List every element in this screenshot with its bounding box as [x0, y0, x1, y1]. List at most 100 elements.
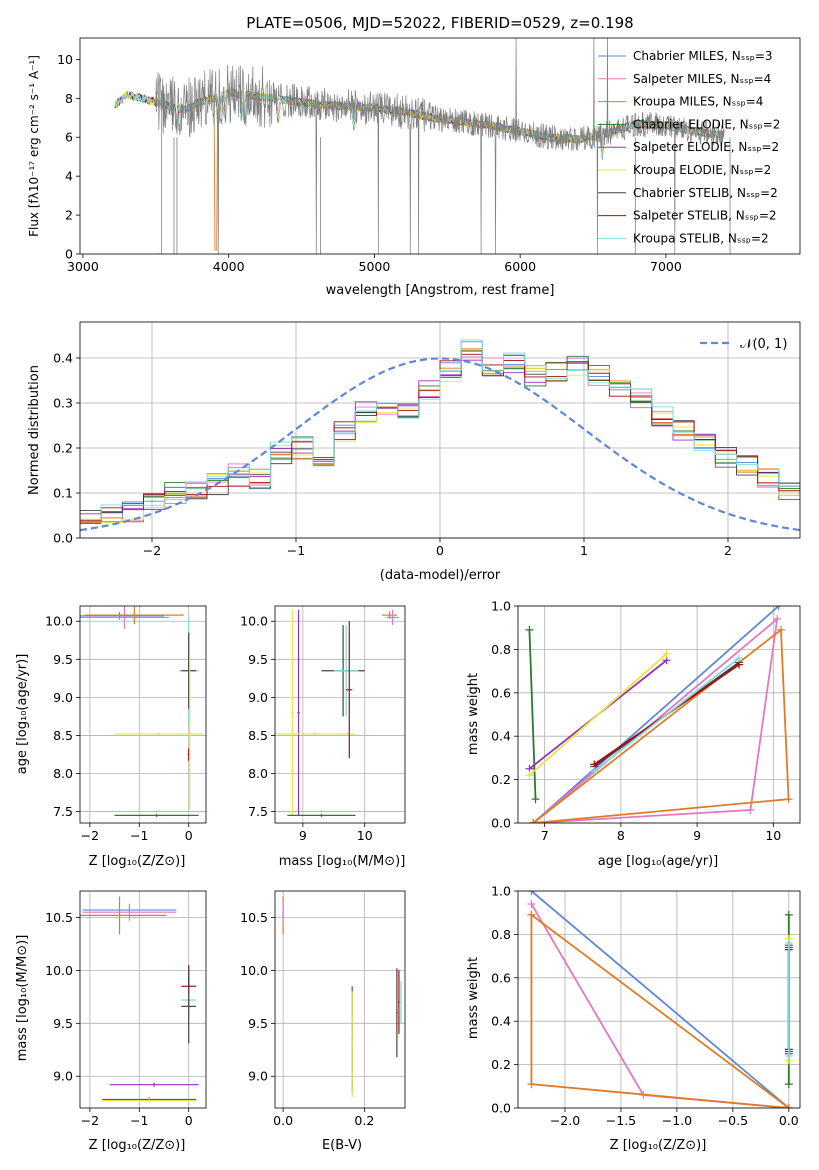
- mass-vs-metallicity-panel: −2 −1 0 9.0 9.5 10.0 10.5: [45, 890, 207, 1128]
- y-tick-label: 8.0: [248, 766, 268, 781]
- y-tick-label: 0.2: [491, 772, 511, 787]
- data-point-marker: [590, 766, 599, 775]
- x-tick-label: 7000: [650, 259, 682, 274]
- mw-z-xlabel: Z [log₁₀(Z/Z⊙)]: [610, 1138, 707, 1153]
- data-point-marker: [784, 1051, 793, 1060]
- y-tick-label: 0.6: [491, 685, 511, 700]
- legend-entry: Chabrier MILES, Nₛₛₚ=3: [633, 49, 773, 63]
- y-tick-label: 0.8: [491, 927, 511, 942]
- y-tick-label: 1.0: [491, 599, 511, 614]
- axes-frame: [517, 890, 801, 1109]
- data-point-marker: [773, 615, 782, 624]
- mw-age-xlabel: age [log₁₀(age/yr)]: [598, 854, 719, 869]
- data-point-marker: [527, 900, 536, 909]
- x-tick-label: −0.5: [718, 1113, 748, 1128]
- histogram-xlabel: (data-model)/error: [380, 568, 501, 583]
- y-tick-label: 8.0: [53, 766, 73, 781]
- massweight-vs-metallicity-panel: −2.0 −1.5 −1.0 −0.5 0.0 0.0 0.2 0.4 0.6 0.8 1.0: [491, 884, 801, 1128]
- data-point-marker: [527, 891, 536, 895]
- x-tick-label: 9: [299, 828, 307, 843]
- y-tick-label: 8.5: [248, 728, 268, 743]
- legend-entry: Kroupa STELIB, Nₛₛₚ=2: [633, 231, 769, 245]
- spectrum-xlabel: wavelength [Angstrom, rest frame]: [326, 283, 555, 298]
- legend-entry: Chabrier STELIB, Nₛₛₚ=2: [633, 186, 778, 200]
- age-z-ylabel: age [log₁₀(age/yr)]: [15, 654, 30, 775]
- y-tick-label: 9.0: [248, 690, 268, 705]
- data-point-marker: [529, 819, 538, 823]
- data-point-marker: [527, 910, 536, 919]
- mass-vs-ebv-panel: 0.0 0.2 9.0 9.5 10.0 10.5: [240, 890, 406, 1128]
- y-tick-label: 0.3: [53, 396, 73, 411]
- y-tick-label: 0.8: [491, 642, 511, 657]
- x-tick-label: −2.0: [550, 1113, 580, 1128]
- mass-z-ylabel: mass [log₁₀(M/M⊙)]: [15, 935, 30, 1062]
- y-tick-label: 10.0: [45, 963, 73, 978]
- y-tick-label: 0.0: [491, 1101, 511, 1116]
- y-tick-label: 0.4: [53, 351, 73, 366]
- y-tick-label: 0.2: [491, 1057, 511, 1072]
- axes-frame: [79, 605, 207, 824]
- mass-weight-line: [593, 657, 740, 772]
- y-tick-label: 0.6: [491, 970, 511, 985]
- y-tick-label: 9.0: [248, 1069, 268, 1084]
- y-tick-label: 9.0: [53, 690, 73, 705]
- y-tick-label: 7.5: [53, 804, 73, 819]
- plot-area: [114, 38, 731, 254]
- data-point-marker: [531, 795, 540, 804]
- data-point-marker: [784, 939, 793, 948]
- spectrum-ylabel: Flux [fλ10⁻¹⁷ erg cm⁻² s⁻¹ A⁻¹]: [27, 55, 41, 237]
- data-point-marker: [776, 625, 785, 634]
- histogram-step: [80, 339, 800, 538]
- data-point-marker: [774, 606, 783, 610]
- y-tick-label: 9.5: [248, 1016, 268, 1031]
- observed-spectrum-line: [155, 38, 725, 254]
- plot-area: [80, 339, 800, 538]
- plot-area: [80, 606, 204, 817]
- legend-entry: Chabrier ELODIE, Nₛₛₚ=2: [633, 117, 780, 131]
- axes-frame: [79, 37, 801, 255]
- x-tick-label: 0: [436, 543, 444, 558]
- x-tick-label: 0: [185, 1113, 193, 1128]
- x-tick-label: 7: [541, 828, 549, 843]
- spectrum-title: PLATE=0506, MJD=52022, FIBERID=0529, z=0…: [246, 14, 633, 32]
- y-tick-label: 10.0: [240, 614, 268, 629]
- data-point-marker: [735, 654, 744, 663]
- y-tick-label: 10.5: [45, 910, 73, 925]
- x-tick-label: −1: [287, 543, 305, 558]
- mass-ebv-xlabel: E(B-V): [322, 1138, 362, 1153]
- legend-entry: Kroupa MILES, Nₛₛₚ=4: [633, 95, 763, 109]
- axes-frame: [274, 890, 406, 1109]
- spectrum-legend: Chabrier MILES, Nₛₛₚ=3 Salpeter MILES, Nₛ…: [598, 49, 780, 245]
- mass-weight-line: [530, 891, 790, 1108]
- plot-area: [525, 606, 793, 823]
- x-tick-label: −1.0: [662, 1113, 692, 1128]
- age-vs-metallicity-panel: −2 −1 0 7.5 8.0 8.5 9.0 9.5 10.0: [45, 605, 207, 843]
- residual-histogram-panel: −2 −1 0 1 2 0.0 0.1 0.2 0.3 0.4: [53, 321, 801, 558]
- y-tick-label: 0.2: [53, 441, 73, 456]
- x-tick-label: −1.5: [606, 1113, 636, 1128]
- x-tick-label: 0.0: [779, 1113, 799, 1128]
- age-vs-mass-panel: 9 10 7.5 8.0 8.5 9.0 9.5 10.0: [240, 605, 406, 843]
- x-tick-label: −2: [81, 828, 99, 843]
- y-tick-label: 0.4: [491, 1014, 511, 1029]
- y-tick-label: 10: [57, 52, 73, 67]
- x-tick-label: 9: [693, 828, 701, 843]
- y-tick-label: 1.0: [491, 884, 511, 899]
- age-mass-xlabel: mass [log₁₀(M/M⊙)]: [279, 854, 406, 869]
- mass-weight-line: [532, 628, 790, 823]
- mass-weight-line: [532, 616, 779, 823]
- x-tick-label: 0.0: [273, 1113, 293, 1128]
- age-z-xlabel: Z [log₁₀(Z/Z⊙)]: [89, 854, 186, 869]
- x-tick-label: −2: [81, 1113, 99, 1128]
- x-tick-label: 3000: [67, 259, 99, 274]
- data-point-marker: [525, 771, 534, 780]
- x-tick-label: 10: [765, 828, 781, 843]
- y-tick-label: 10.0: [45, 614, 73, 629]
- y-tick-label: 0.4: [491, 729, 511, 744]
- spectrum-panel: 3000 4000 5000 6000 7000 0 2 4 6 8 10: [57, 37, 801, 274]
- plot-area: [282, 896, 402, 1098]
- histogram-ylabel: Normed distribution: [27, 365, 42, 495]
- y-tick-label: 0.0: [53, 531, 73, 546]
- mass-z-xlabel: Z [log₁₀(Z/Z⊙)]: [89, 1138, 186, 1153]
